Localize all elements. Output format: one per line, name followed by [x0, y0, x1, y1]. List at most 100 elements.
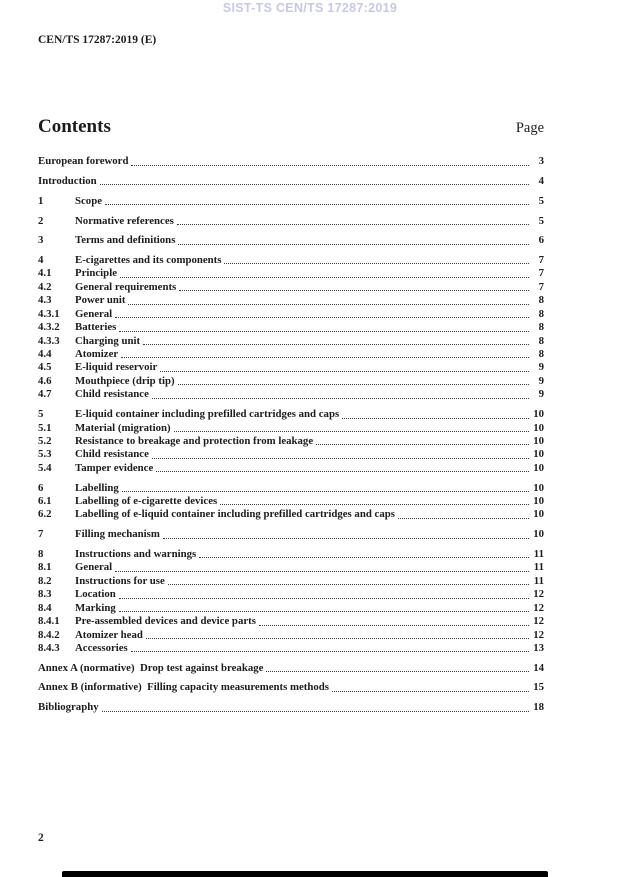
toc-entry-number: 8.4.1 — [38, 615, 60, 628]
toc-entry[interactable]: 8.2 Instructions for use 11 — [38, 575, 544, 588]
toc-entry[interactable]: 4.4 Atomizer 8 — [38, 348, 544, 361]
toc-entry-label: Atomizer head — [75, 628, 143, 641]
toc-entry[interactable]: 3 Terms and definitions 6 — [38, 234, 544, 247]
toc-entry-number: 4 — [38, 253, 44, 266]
toc-entry-number: 6 — [38, 481, 44, 494]
dotted-leader — [99, 184, 529, 186]
toc-entry-label: Annex B (informative) Filling capacity m… — [38, 681, 329, 694]
toc-entry[interactable]: 4.3.1 General 8 — [38, 308, 544, 321]
toc-entry[interactable]: 6.1 Labelling of e-cigarette devices 10 — [38, 495, 544, 508]
dotted-leader — [105, 204, 529, 206]
dotted-leader — [178, 243, 529, 245]
document-id: CEN/TS 17287:2019 (E) — [38, 34, 157, 46]
toc-entry[interactable]: 6.2 Labelling of e-liquid container incl… — [38, 508, 544, 521]
toc-entry-number: 2 — [38, 214, 44, 227]
dotted-leader — [342, 417, 529, 419]
toc-entry-label: Atomizer — [75, 348, 119, 361]
toc-entry-page: 12 — [533, 628, 544, 641]
toc-entry[interactable]: 4.3.3 Charging unit 8 — [38, 335, 544, 348]
toc-entry-label: Introduction — [38, 175, 97, 188]
toc-entry[interactable]: 4.2 General requirements 7 — [38, 281, 544, 294]
toc-entry[interactable]: 1 Scope 5 — [38, 195, 544, 208]
toc-entry[interactable]: European foreword 3 — [38, 155, 544, 168]
toc-entry[interactable]: 5.4 Tamper evidence 10 — [38, 462, 544, 475]
toc-entry[interactable]: 5.3 Child resistance 10 — [38, 448, 544, 461]
toc-entry[interactable]: 8 Instructions and warnings 11 — [38, 548, 544, 561]
contents-heading: Contents — [38, 116, 111, 137]
toc-entry[interactable]: 8.4.2 Atomizer head 12 — [38, 629, 544, 642]
dotted-leader — [220, 504, 529, 506]
toc-entry[interactable]: 8.3 Location 12 — [38, 588, 544, 601]
dotted-leader — [121, 491, 529, 492]
dotted-leader — [316, 444, 529, 446]
dotted-leader — [128, 303, 529, 305]
dotted-leader — [101, 710, 529, 712]
toc-entry-label: E-liquid reservoir — [75, 361, 158, 374]
toc-entry[interactable]: 4.5 E-liquid reservoir 9 — [38, 361, 544, 374]
toc-entry-page: 11 — [533, 561, 544, 574]
toc-entry-page: 4 — [538, 175, 544, 188]
toc-entry-label: Charging unit — [75, 334, 141, 347]
toc-entry-page: 12 — [533, 615, 544, 628]
toc-entry[interactable]: 8.4 Marking 12 — [38, 602, 544, 615]
toc-entry[interactable]: 4.3 Power unit 8 — [38, 294, 544, 307]
toc-entry[interactable]: 2 Normative references 5 — [38, 215, 544, 228]
toc-entry-label: Instructions for use — [75, 574, 165, 587]
toc-entry[interactable]: 5 E-liquid container including prefilled… — [38, 408, 544, 421]
toc-entry-number: 1 — [38, 194, 44, 207]
toc-entry-number: 4.7 — [38, 388, 52, 401]
toc-entry[interactable]: 6 Labelling 10 — [38, 482, 544, 495]
dotted-leader — [224, 263, 529, 265]
toc-entry[interactable]: Bibliography 18 — [38, 701, 544, 714]
toc-entry-number: 8.1 — [38, 561, 52, 574]
toc-entry[interactable]: Annex B (informative) Filling capacity m… — [38, 681, 544, 694]
toc-entry[interactable]: 5.2 Resistance to breakage and protectio… — [38, 435, 544, 448]
toc-entry[interactable]: 5.1 Material (migration) 10 — [38, 422, 544, 435]
toc-entry-page: 7 — [538, 267, 544, 280]
toc-entry-number: 5.1 — [38, 421, 52, 434]
toc-entry-label: Bibliography — [38, 701, 99, 714]
dotted-leader — [115, 317, 529, 319]
toc-entry-label: Child resistance — [75, 448, 149, 461]
toc-entry-label: Location — [75, 588, 116, 601]
toc-entry-label: General requirements — [75, 280, 177, 293]
toc-entry-label: European foreword — [38, 155, 129, 168]
toc-entry-number: 5 — [38, 408, 44, 421]
toc-entry-page: 18 — [533, 701, 544, 714]
toc-entry-label: Accessories — [75, 641, 128, 654]
toc-entry-number: 6.1 — [38, 495, 52, 507]
toc-entry[interactable]: 7 Filling mechanism 10 — [38, 528, 544, 541]
toc-entry-page: 8 — [538, 321, 544, 334]
toc-entry-page: 12 — [533, 588, 544, 601]
toc-entry[interactable]: 4.1 Principle 7 — [38, 267, 544, 280]
toc-entry-number: 8.4.3 — [38, 641, 60, 654]
toc-entry-label: Marking — [75, 601, 116, 614]
toc-entry-number: 4.2 — [38, 280, 52, 293]
dotted-leader — [397, 517, 529, 519]
toc-entry-label: Pre-assembled devices and device parts — [75, 615, 256, 628]
dotted-leader — [130, 651, 529, 653]
toc-entry-page: 10 — [533, 408, 544, 421]
dotted-leader — [177, 384, 529, 386]
toc-entry-number: 4.4 — [38, 348, 52, 361]
toc-entry[interactable]: 4.6 Mouthpiece (drip tip) 9 — [38, 375, 544, 388]
toc-entry-page: 14 — [533, 661, 544, 674]
toc-entry[interactable]: 4 E-cigarettes and its components 7 — [38, 254, 544, 267]
toc-entry[interactable]: 4.7 Child resistance 9 — [38, 388, 544, 401]
dotted-leader — [156, 471, 529, 473]
toc-entry-page: 5 — [538, 194, 544, 207]
toc-entry[interactable]: Introduction 4 — [38, 175, 544, 188]
toc-entry-label: Scope — [75, 194, 102, 207]
toc-entry[interactable]: Annex A (normative) Drop test against br… — [38, 662, 544, 675]
toc-entry[interactable]: 8.1 General 11 — [38, 561, 544, 574]
dotted-leader — [151, 457, 529, 459]
toc-entry-label: Material (migration) — [75, 421, 171, 434]
toc-entry[interactable]: 8.4.3 Accessories 13 — [38, 642, 544, 655]
toc-entry-label: Labelling — [75, 481, 119, 494]
toc-entry-label: Terms and definitions — [75, 234, 176, 247]
toc-entry[interactable]: 4.3.2 Batteries 8 — [38, 321, 544, 334]
toc-entry-page: 10 — [533, 508, 544, 521]
toc-entry-label: Annex A (normative) Drop test against br… — [38, 661, 264, 674]
toc-entry[interactable]: 8.4.1 Pre-assembled devices and device p… — [38, 615, 544, 628]
toc-entry-label: Filling mechanism — [75, 528, 160, 541]
